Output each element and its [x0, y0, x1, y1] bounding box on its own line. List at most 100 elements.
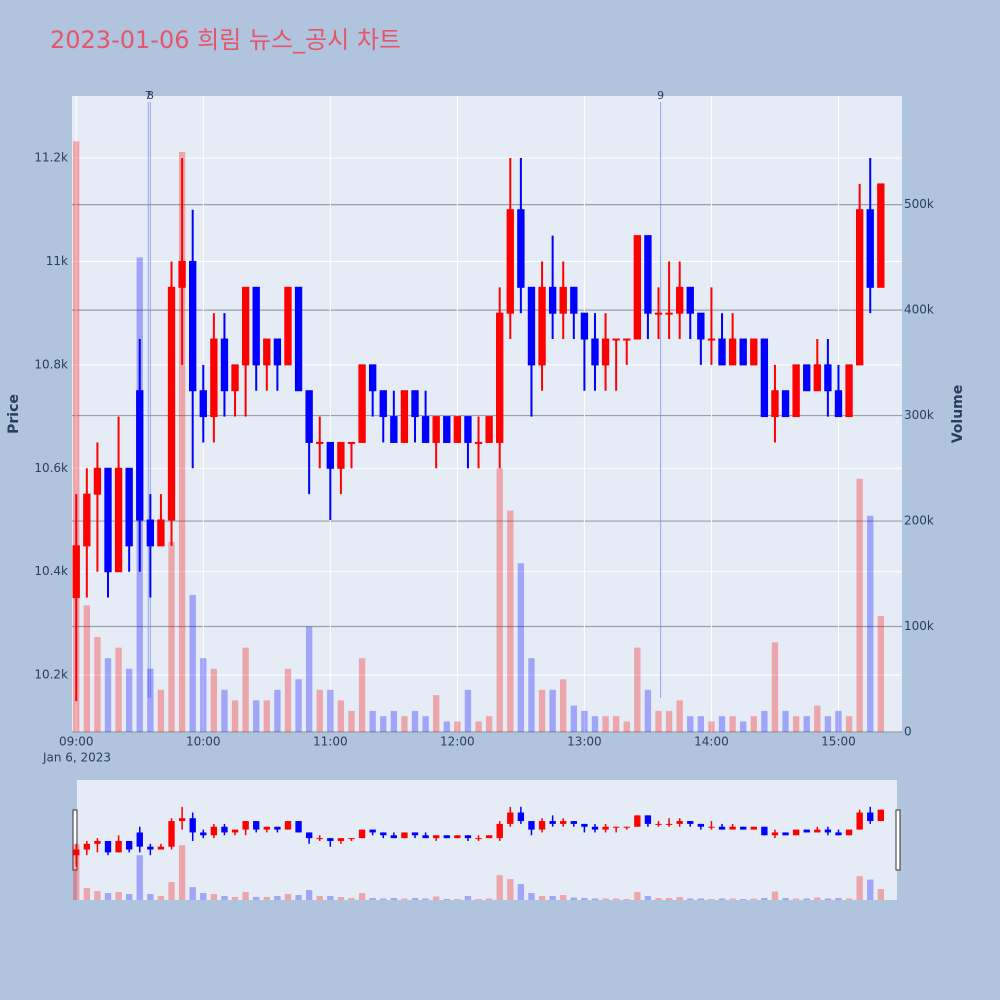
slider-candle-body: [390, 835, 398, 839]
volume-bar: [454, 721, 461, 732]
volume-bar: [242, 647, 249, 732]
candle-body: [453, 416, 462, 443]
candle-body: [125, 467, 133, 547]
volume-bar: [644, 689, 652, 732]
candle-body: [72, 545, 80, 599]
slider-volume-bar: [581, 898, 588, 900]
volume-bar: [507, 510, 514, 732]
slider-candle-body: [422, 835, 429, 839]
candle-body: [813, 364, 821, 392]
slider-candle-body: [697, 823, 705, 827]
candle-body: [803, 364, 811, 392]
candle-body: [189, 260, 197, 392]
slider-candle-body: [867, 812, 874, 822]
candle-body: [114, 467, 123, 573]
slider-candle-body: [612, 826, 620, 828]
range-slider[interactable]: [77, 780, 897, 900]
volume-bar: [390, 710, 398, 732]
slider-handle[interactable]: [895, 809, 901, 871]
annotation: 7: [145, 89, 152, 102]
slider-volume-bar: [591, 898, 599, 900]
volume-bar: [411, 710, 419, 732]
volume-bar: [369, 710, 376, 732]
candle-body: [220, 338, 229, 392]
volume-bar: [221, 689, 228, 732]
chart-title: 2023-01-06 희림 뉴스_공시 차트: [50, 26, 401, 54]
volume-bar: [517, 563, 525, 732]
slider-volume-bar: [390, 898, 398, 900]
slider-candle-body: [665, 823, 673, 825]
volume-bar: [475, 721, 482, 732]
slider-volume-bar: [337, 897, 345, 900]
slider-candle-body: [824, 829, 832, 833]
candle-body: [83, 493, 91, 547]
slider-volume-bar: [242, 892, 249, 900]
candle-body: [104, 467, 112, 573]
slider-candle-body: [401, 832, 408, 839]
slider-volume-bar: [496, 875, 503, 900]
slider-candle-body: [189, 818, 196, 833]
candle-body: [496, 312, 504, 443]
slider-candle-body: [528, 821, 535, 830]
volume-bar: [401, 716, 408, 732]
slider-candle-body: [210, 826, 218, 836]
slider-volume-bar: [877, 889, 885, 900]
slider-volume-bar: [178, 845, 186, 900]
slider-volume-bar: [687, 898, 694, 900]
volume-bar: [634, 647, 641, 732]
volume-bar: [358, 658, 366, 732]
volume-bar: [253, 700, 260, 732]
annotation: 9: [657, 89, 664, 102]
slider-candle-body: [496, 823, 503, 839]
slider-volume-bar: [750, 898, 757, 900]
volume-bar: [856, 478, 863, 732]
volume-bar: [845, 716, 853, 732]
candle-body: [580, 312, 589, 340]
slider-candle-body: [147, 846, 154, 850]
x-tick-label: 13:00: [567, 735, 602, 749]
slider-volume-bar: [803, 898, 810, 900]
slider-candle-body: [676, 821, 683, 824]
candle-body: [686, 286, 694, 314]
volume-bar: [115, 647, 122, 732]
slider-candle-body: [305, 832, 313, 839]
candle-body: [474, 441, 483, 444]
slider-volume-bar: [528, 893, 535, 900]
slider-candle-body: [591, 826, 599, 830]
slider-volume-bar: [782, 898, 789, 900]
candle-body: [644, 235, 652, 314]
slider-volume-bar: [168, 882, 175, 900]
volume-bar: [782, 710, 789, 732]
slider-volume-bar: [602, 898, 609, 900]
slider-candle-body: [655, 823, 662, 825]
volume-bar: [708, 721, 715, 732]
volume-bar: [73, 141, 80, 732]
y2-tick-label: 100k: [904, 619, 934, 633]
y-axis-title: Price: [6, 394, 22, 434]
slider-candle-body: [718, 826, 726, 830]
slider-volume-bar: [517, 884, 525, 900]
candle-body: [855, 209, 864, 366]
slider-candle-body: [433, 835, 440, 839]
slider-volume-bar: [845, 898, 853, 900]
slider-volume-bar: [284, 894, 292, 900]
candle-body: [760, 338, 769, 418]
slider-volume-bar: [380, 898, 387, 900]
slider-candle-body: [284, 821, 292, 830]
slider-candle-body: [803, 829, 810, 833]
slider-volume-bar: [538, 896, 546, 900]
candle-body: [771, 390, 779, 418]
candle-body: [739, 338, 747, 366]
slider-candle-body: [274, 826, 281, 830]
candle-body: [432, 416, 440, 443]
slider-candle-body: [856, 812, 863, 830]
slider-candle-body: [740, 826, 747, 830]
candle-body: [485, 416, 493, 443]
slider-volume-bar: [623, 899, 630, 900]
slider-candle-body: [115, 840, 122, 853]
slider-volume-bar: [189, 887, 196, 900]
volume-bar: [560, 679, 567, 732]
slider-handle[interactable]: [72, 809, 78, 871]
slider-volume-bar: [115, 892, 122, 900]
candle-body: [443, 416, 451, 443]
